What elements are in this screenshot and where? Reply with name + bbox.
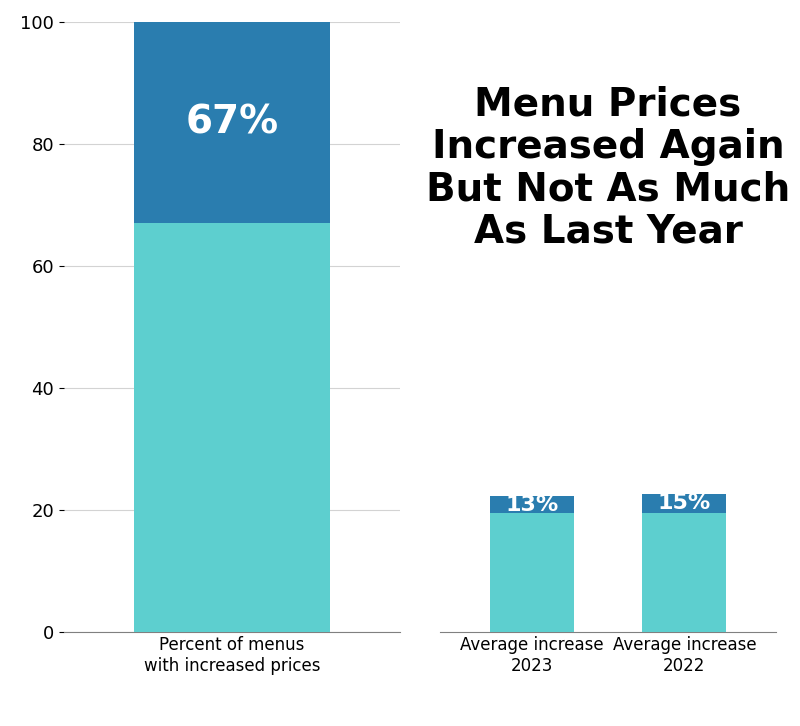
Bar	[642, 513, 726, 632]
Text: 13%: 13%	[505, 494, 558, 515]
Bar	[490, 513, 574, 632]
Text: Menu Prices
Increased Again
But Not As Much
As Last Year: Menu Prices Increased Again But Not As M…	[426, 86, 790, 251]
Bar	[642, 494, 726, 513]
Bar	[134, 223, 330, 632]
Bar	[490, 497, 574, 513]
Text: 15%: 15%	[658, 494, 711, 513]
Bar	[134, 22, 330, 223]
Text: 67%: 67%	[186, 103, 278, 142]
